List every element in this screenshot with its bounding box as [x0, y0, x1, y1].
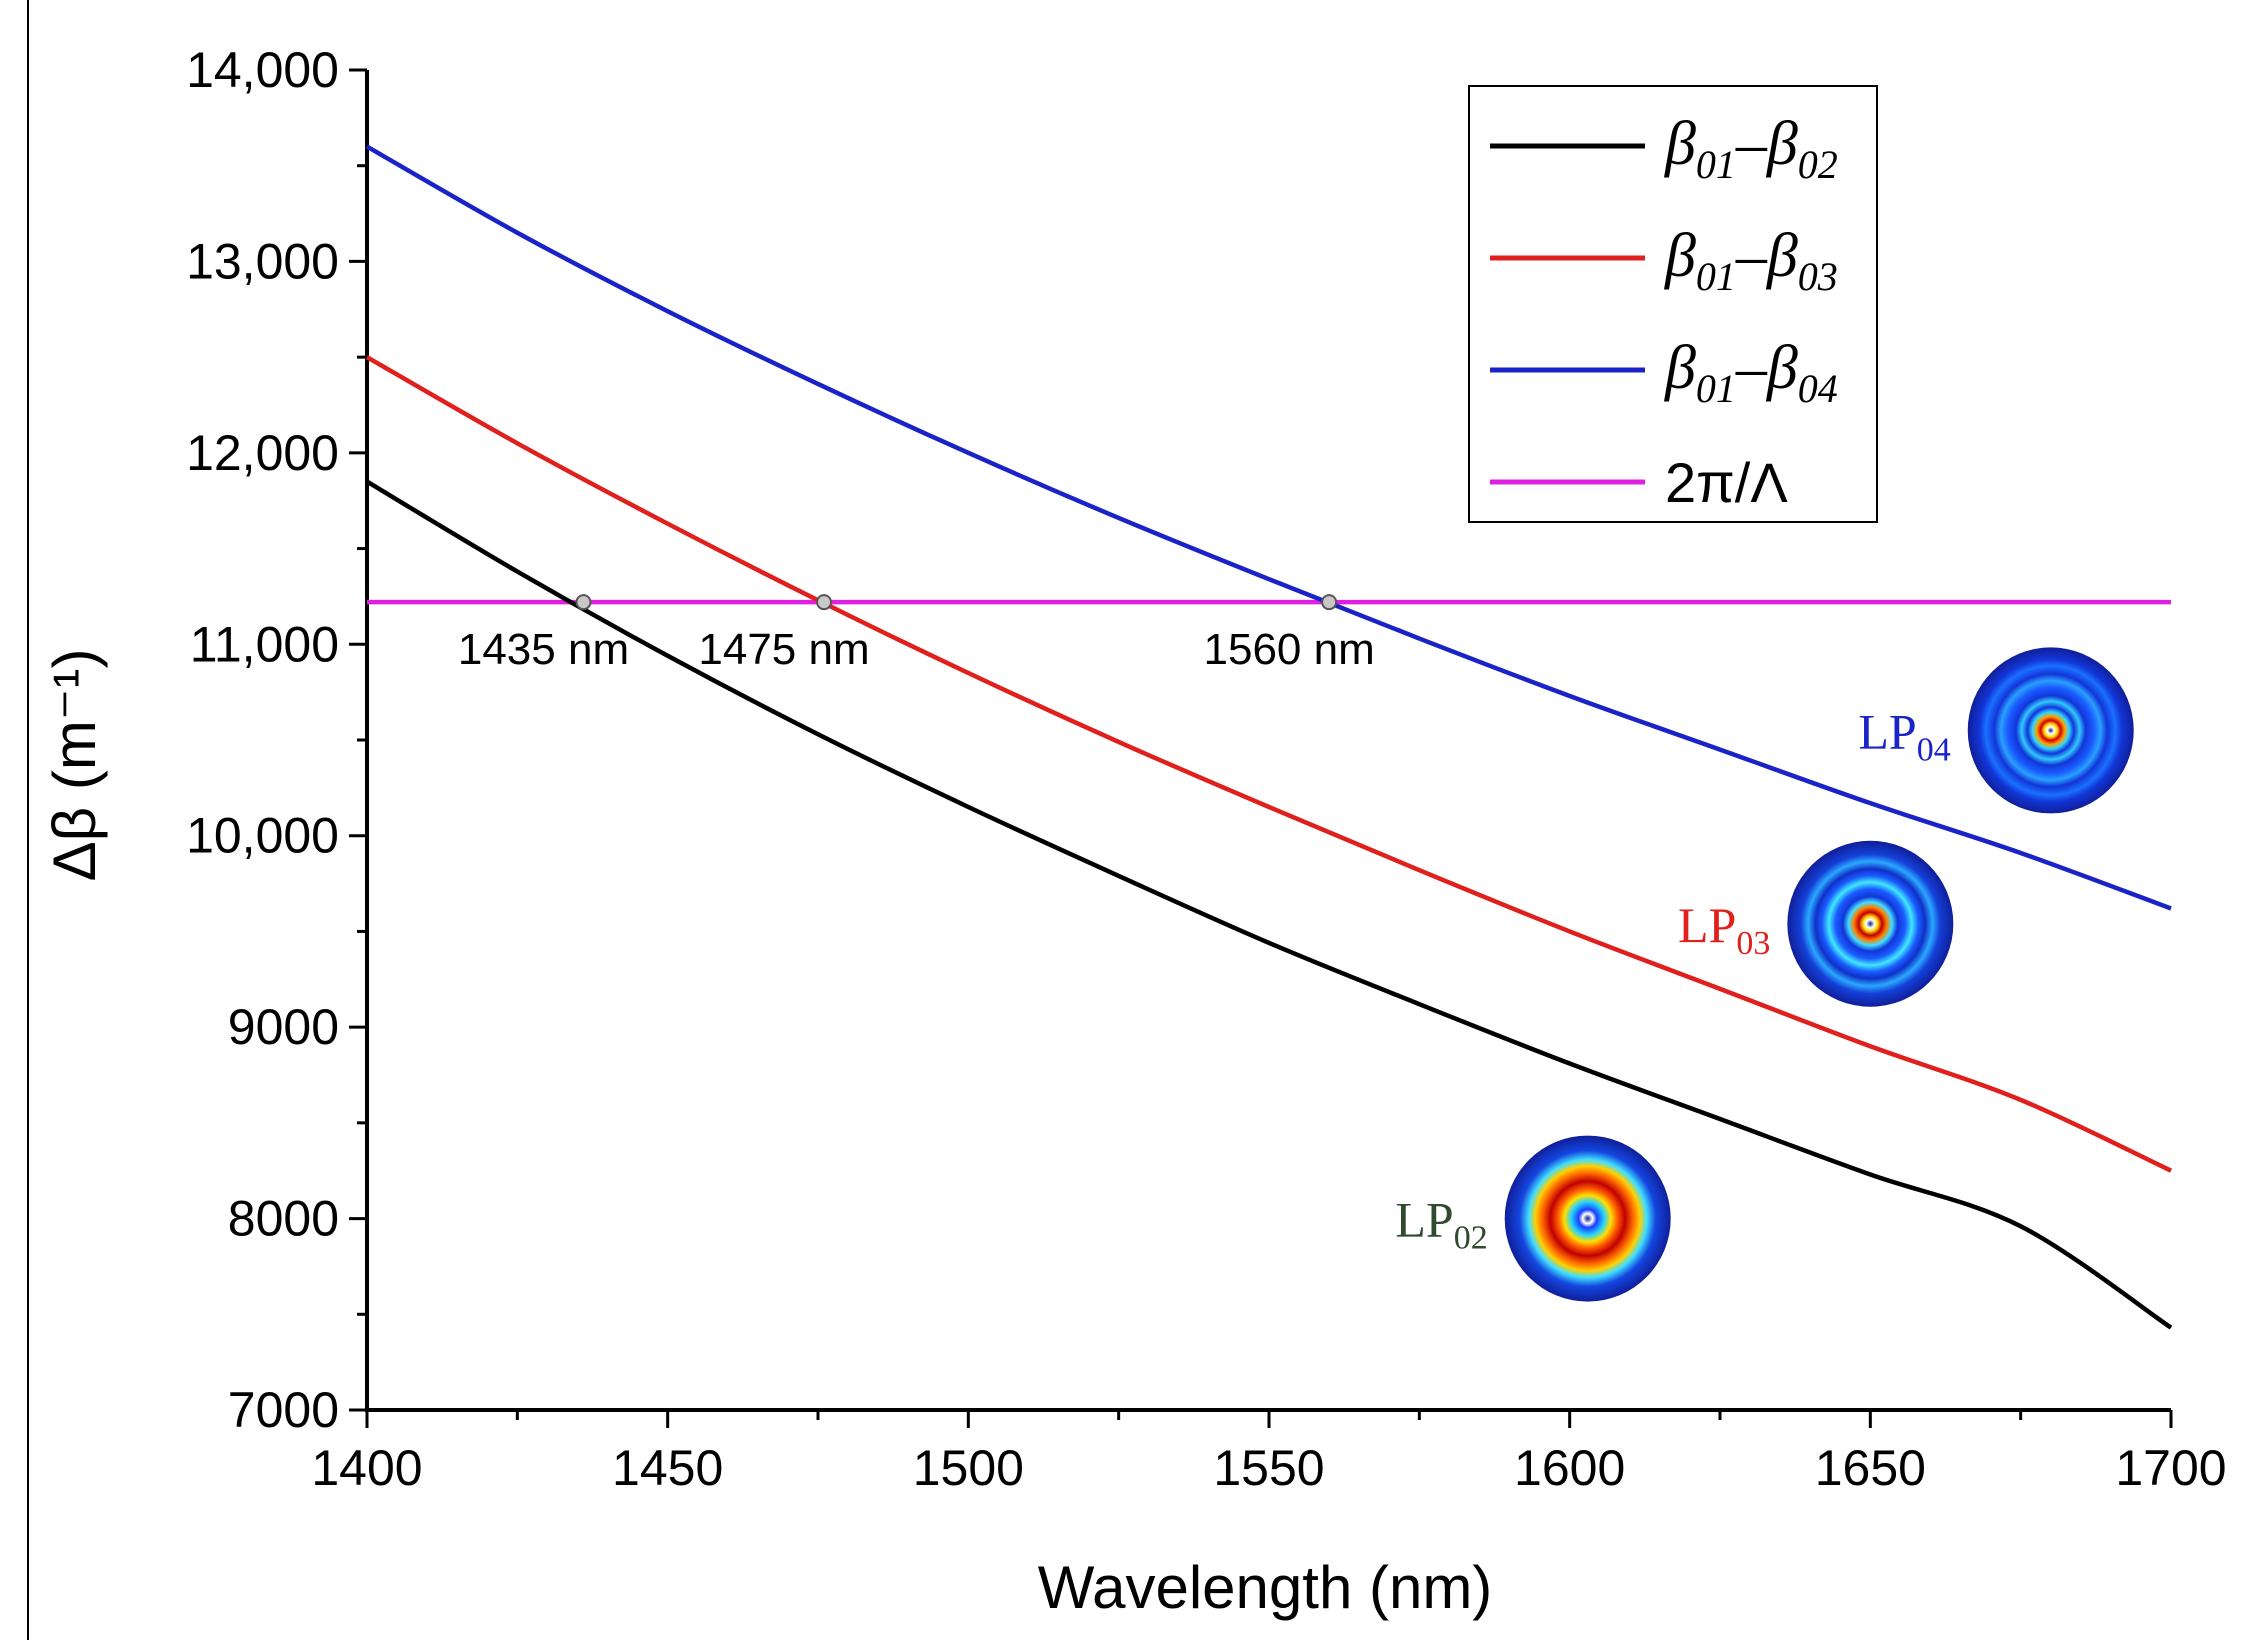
- mode-label-lp02: LP02: [1395, 1192, 1487, 1257]
- x-tick-label: 1600: [1514, 1440, 1625, 1496]
- intersection-label: 1475 nm: [698, 625, 869, 674]
- y-ticks: 7000 8000 9000 10,000 11,000 12,000 13,000 14,0…: [186, 42, 367, 1438]
- x-tick-label: 1450: [612, 1440, 723, 1496]
- x-ticks: 1400 1450 1500 1550 1600 1650 1700: [311, 1410, 2227, 1496]
- mode-profile-lp03: [1787, 840, 1954, 1007]
- y-tick-label: 13,000: [186, 233, 339, 289]
- x-tick-label: 1700: [2115, 1440, 2226, 1496]
- x-tick-label: 1400: [311, 1440, 422, 1496]
- intersections: 1435 nm 1475 nm 1560 nm: [458, 594, 1375, 674]
- y-tick-label: 11,000: [190, 616, 339, 672]
- mode-profile-lp02: [1504, 1135, 1671, 1302]
- mode-profile-lp04: [1967, 647, 2134, 814]
- x-tick-label: 1550: [1213, 1440, 1324, 1496]
- legend-box: [1468, 85, 1878, 523]
- mode-label-lp03: LP03: [1678, 897, 1770, 962]
- y-tick-label: 9000: [228, 999, 339, 1055]
- series-line-1: [365, 355, 2172, 1173]
- intersection-marker: [1321, 594, 1338, 611]
- x-axis-title: Wavelength (nm): [1038, 1554, 1493, 1621]
- x-tick-label: 1650: [1815, 1440, 1926, 1496]
- intersection-marker: [816, 594, 833, 611]
- mode-insets: LP02 LP03 LP04: [1395, 647, 2134, 1302]
- y-axis-title: Δβ (m⁻¹): [41, 649, 108, 882]
- y-tick-label: 8000: [228, 1191, 339, 1247]
- intersection-label: 1560 nm: [1204, 625, 1375, 674]
- legend-label: β01–β03: [1664, 222, 1838, 299]
- series-line-0: [365, 479, 2173, 1330]
- y-tick-label: 7000: [228, 1382, 339, 1438]
- y-tick-label: 14,000: [186, 42, 339, 98]
- mode-label-lp04: LP04: [1858, 703, 1950, 768]
- y-tick-label: 12,000: [186, 425, 339, 481]
- legend-label: 2π/Λ: [1665, 451, 1788, 514]
- intersection-label: 1435 nm: [458, 625, 629, 674]
- y-tick-label: 10,000: [186, 808, 339, 864]
- legend-label: β01–β02: [1664, 110, 1838, 187]
- x-tick-label: 1500: [913, 1440, 1024, 1496]
- intersection-marker: [575, 594, 592, 611]
- legend-label: β01–β04: [1664, 334, 1838, 411]
- series-layer: [365, 144, 2173, 1330]
- legend: β01–β02 β01–β03 β01–β04 2π/Λ: [1468, 85, 1878, 523]
- series-line-2: [365, 144, 2172, 911]
